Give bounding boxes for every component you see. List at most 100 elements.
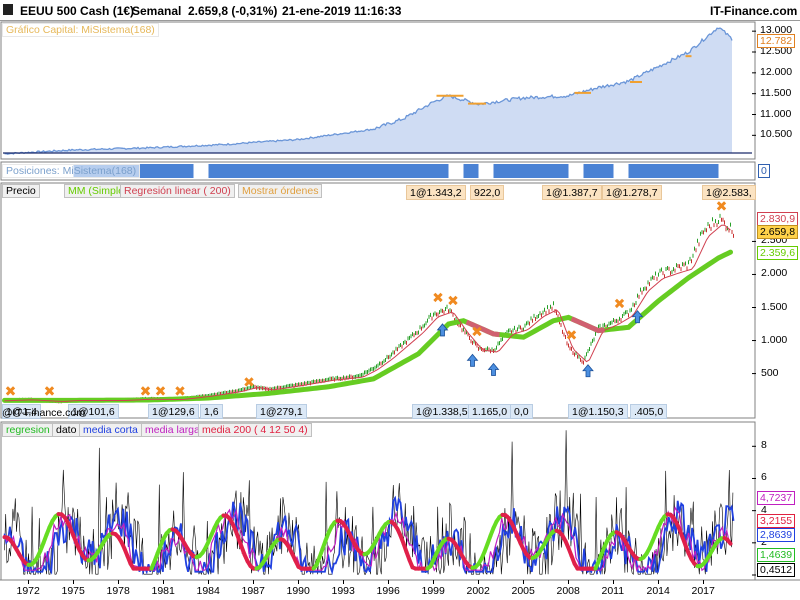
- order-label: 1@1,4: [2, 404, 42, 419]
- dato-line: [4, 430, 734, 576]
- sell-order-icon: ✖: [174, 384, 186, 400]
- equity-legend[interactable]: Gráfico Capital: MiSistema(168): [2, 23, 159, 37]
- year-label: 1990: [286, 585, 310, 597]
- indicator-tick: 4: [761, 503, 767, 516]
- year-label: 1975: [61, 585, 85, 597]
- sell-order-icon: ✖: [243, 375, 255, 391]
- year-label: 2011: [601, 585, 625, 597]
- year-label: 2002: [466, 585, 490, 597]
- price-tick: 2.000: [761, 267, 788, 280]
- instrument-name[interactable]: EEUU 500 Cash (1€): [20, 4, 135, 18]
- equity-tick: 12.500: [760, 45, 793, 57]
- price-value-label: 2.830,9: [757, 212, 799, 226]
- x-axis: [28, 580, 704, 584]
- price-tick: 500: [761, 366, 779, 379]
- position-block: [583, 164, 614, 178]
- media-200-segment: [725, 537, 733, 546]
- buy-order-icon: [582, 364, 594, 378]
- year-label: 2008: [556, 585, 580, 597]
- indicator-legend-item[interactable]: media corta: [79, 423, 142, 437]
- sell-order-icon: ✖: [5, 384, 17, 400]
- indicator-value-label: 3,2155: [757, 514, 796, 528]
- buy-order-icon: [436, 323, 449, 337]
- equity-tick: 11.500: [760, 86, 792, 99]
- equity-line: [4, 27, 733, 155]
- sell-order-icon: ✖: [44, 384, 56, 400]
- buy-order-icon: [631, 310, 644, 324]
- sell-order-icon: ✖: [614, 296, 626, 312]
- equity-tick: 12.000: [760, 65, 793, 78]
- year-label: 1999: [421, 585, 445, 597]
- year-label: 2014: [646, 585, 670, 597]
- indicator-tick: 6: [761, 471, 767, 484]
- regression-line: [4, 224, 731, 402]
- title-bar: EEUU 500 Cash (1€) Semanal 2.659,8 (-0,3…: [0, 0, 800, 21]
- order-label: 1.165,0: [468, 404, 512, 419]
- sell-order-icon: ✖: [566, 328, 578, 344]
- order-label: 1@1.338,5: [412, 404, 472, 419]
- position-block: [493, 164, 569, 178]
- period-label[interactable]: Semanal: [132, 4, 182, 18]
- indicator-value-label: 4,7237: [757, 491, 796, 505]
- buy-order-icon: [487, 362, 500, 376]
- price-legend-item[interactable]: Precio: [2, 184, 40, 198]
- year-label: 2017: [691, 585, 715, 597]
- positions-last-value: 0: [758, 164, 770, 178]
- sell-order-icon: ✖: [432, 291, 444, 307]
- order-label: 1@101,6: [68, 404, 119, 419]
- position-block: [208, 164, 449, 178]
- indicator-legend-item[interactable]: regresion: [2, 423, 54, 437]
- order-label: .405,0: [630, 404, 668, 419]
- price-legend-item[interactable]: Regresión linear ( 200): [120, 184, 235, 198]
- price-tick: 1.000: [761, 333, 788, 346]
- year-label: 1978: [106, 585, 130, 597]
- price-tick: 1.500: [761, 300, 788, 313]
- order-label: 1@1.150,3: [568, 404, 628, 419]
- buy-order-icon: [466, 353, 479, 367]
- indicator-value-label: 0,4512: [757, 563, 796, 577]
- order-label: 1@2.583,: [702, 185, 756, 200]
- sell-order-icon: ✖: [155, 384, 167, 400]
- brand-label: IT-Finance.com: [710, 4, 798, 18]
- price-series: ✖ ✖ ✖ ✖ ✖✖✖ ✖✖ ✖✖✖: [2, 199, 756, 404]
- mm-200-bear-segment: [570, 316, 605, 334]
- media-corta-line: [3, 495, 735, 576]
- sell-order-icon: ✖: [140, 384, 152, 400]
- order-label: 922,0: [470, 185, 505, 200]
- equity-last-value: 12.782: [757, 34, 796, 48]
- equity-tick: 13.000: [760, 24, 793, 37]
- year-label: 1984: [196, 585, 220, 597]
- indicator-value-label: 2,8639: [757, 528, 796, 542]
- year-label: 1993: [331, 585, 355, 597]
- square-icon: [3, 4, 13, 15]
- order-label: 1@279,1: [256, 404, 307, 419]
- price-value-label: 2.659,8: [757, 225, 799, 239]
- price-value-label: 2.359,6: [757, 246, 799, 260]
- price-legend-item[interactable]: Mostrar órdenes: [238, 184, 323, 198]
- equity-tick: 10.500: [760, 128, 793, 141]
- price-change: 2.659,8 (-0,31%): [188, 4, 278, 18]
- equity-tick: 11.000: [760, 107, 792, 120]
- indicator-legend-item[interactable]: media 200 ( 4 12 50 4): [198, 423, 312, 437]
- year-label: 1981: [151, 585, 175, 597]
- order-label: 1@1.387,7: [542, 185, 602, 200]
- order-label: 1@1.278,7: [602, 185, 662, 200]
- year-label: 1972: [16, 585, 40, 597]
- position-block: [463, 164, 479, 178]
- year-label: 1996: [376, 585, 400, 597]
- order-label: 1@1.343,2: [406, 185, 466, 200]
- indicator-legend-item[interactable]: dato: [52, 423, 81, 437]
- year-label: 2005: [511, 585, 535, 597]
- year-label: 1987: [241, 585, 265, 597]
- positions-legend[interactable]: Posiciones: MiSistema(168): [2, 164, 141, 178]
- indicator-value-label: 1,4639: [757, 548, 796, 562]
- equity-curve: [3, 27, 756, 155]
- indicator-legend-item[interactable]: media larga: [141, 423, 204, 437]
- position-block: [628, 164, 719, 178]
- order-label: 1,6: [200, 404, 223, 419]
- media-larga-line: [3, 505, 732, 573]
- order-label: 0,0: [510, 404, 533, 419]
- sell-order-icon: ✖: [716, 199, 728, 215]
- equity-area: [4, 28, 732, 155]
